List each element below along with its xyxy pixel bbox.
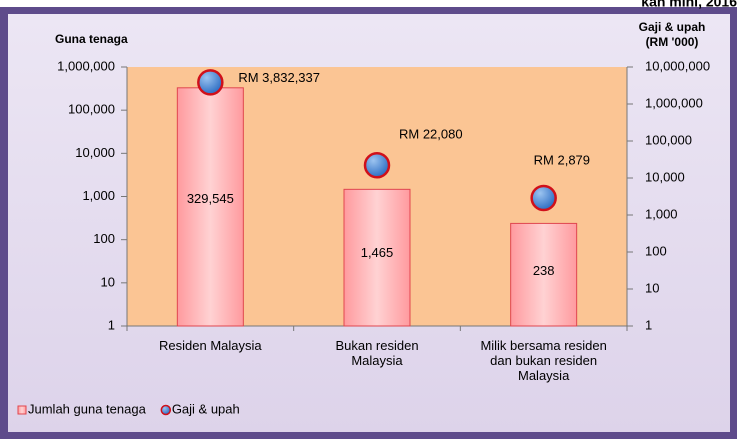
y-tick-label: 10	[101, 274, 115, 289]
bar	[176, 87, 244, 327]
y2-tick-label: 10	[645, 280, 659, 295]
y2-tick-label: 10,000	[645, 169, 685, 184]
point-value-label: RM 22,080	[399, 127, 463, 142]
legend-label: Gaji & upah	[172, 401, 240, 416]
y2-tick-label: 10,000,000	[645, 58, 710, 73]
legend-swatch	[17, 405, 27, 415]
y2-tick-label: 1,000	[645, 206, 678, 221]
point-value-label: RM 2,879	[534, 152, 590, 167]
y-tick-label: 100,000	[68, 102, 115, 117]
point-value-label: RM 3,832,337	[238, 70, 320, 85]
x-tick-label: Bukan residen Malaysia	[335, 338, 419, 368]
y-tick-label: 100	[93, 231, 115, 246]
bar	[510, 222, 578, 327]
y-tick-label: 1,000	[82, 188, 115, 203]
y2-tick-label: 100	[645, 243, 667, 258]
y2-tick-label: 1,000,000	[645, 95, 703, 110]
title: kan mini, 2016	[641, 0, 737, 10]
legend-swatch	[160, 404, 172, 416]
bar-value-label: 329,545	[187, 191, 234, 206]
y-tick-label: 1,000,000	[57, 58, 115, 73]
y-tick-label: 1	[108, 317, 115, 332]
bar-value-label: 238	[533, 263, 555, 278]
x-tick-label: Residen Malaysia	[159, 338, 262, 353]
scatter-point	[530, 184, 557, 212]
legend-label: Jumlah guna tenaga	[28, 401, 147, 416]
y-tick-label: 10,000	[75, 145, 115, 160]
bar-value-label: 1,465	[361, 245, 394, 260]
y2-tick-label: 100,000	[645, 132, 692, 147]
bar	[343, 188, 411, 327]
scatter-point	[197, 69, 224, 96]
scatter-point	[363, 152, 391, 179]
x-tick-label: Milik bersama residen dan bukan residen …	[480, 338, 607, 383]
y2-tick-label: 1	[645, 317, 652, 332]
y-axis-label: Guna tenaga	[55, 32, 128, 46]
y2-axis-label: Gaji & upah (RM '000)	[638, 20, 706, 49]
